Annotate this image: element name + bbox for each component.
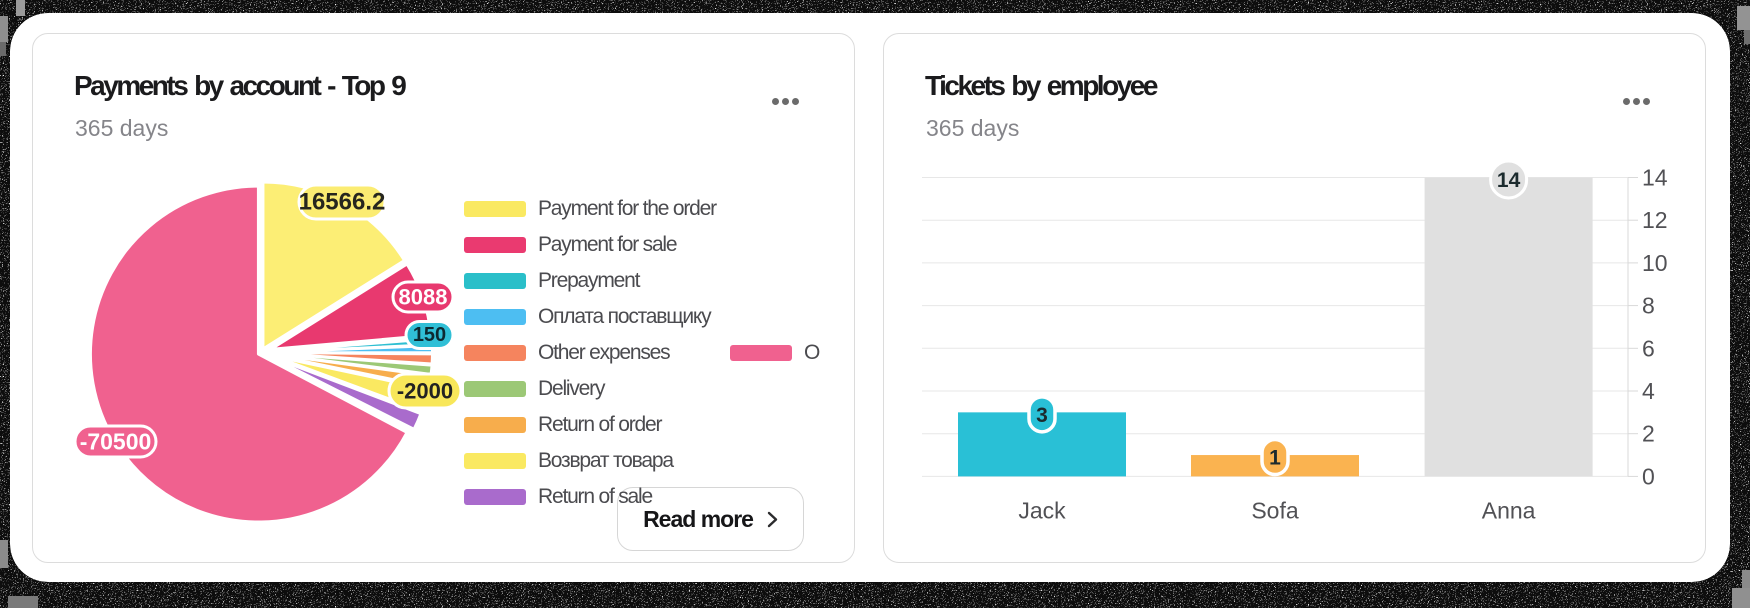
svg-text:-2000: -2000 [397, 379, 453, 404]
svg-text:14: 14 [1642, 165, 1668, 191]
svg-text:12: 12 [1642, 207, 1668, 233]
svg-text:Anna: Anna [1482, 498, 1536, 524]
svg-text:-70500: -70500 [80, 429, 152, 455]
svg-text:14: 14 [1497, 169, 1521, 192]
svg-text:Jack: Jack [1018, 498, 1066, 524]
svg-text:8088: 8088 [399, 285, 448, 310]
svg-text:150: 150 [413, 324, 446, 346]
svg-text:6: 6 [1642, 335, 1655, 361]
svg-text:10: 10 [1642, 250, 1668, 276]
svg-text:Sofa: Sofa [1251, 498, 1299, 524]
svg-text:3: 3 [1036, 404, 1048, 427]
svg-text:8: 8 [1642, 293, 1655, 319]
svg-text:1: 1 [1269, 447, 1281, 470]
svg-text:0: 0 [1642, 463, 1655, 489]
svg-text:2: 2 [1642, 421, 1655, 447]
svg-text:4: 4 [1642, 378, 1655, 404]
svg-text:16566.2: 16566.2 [299, 189, 386, 216]
